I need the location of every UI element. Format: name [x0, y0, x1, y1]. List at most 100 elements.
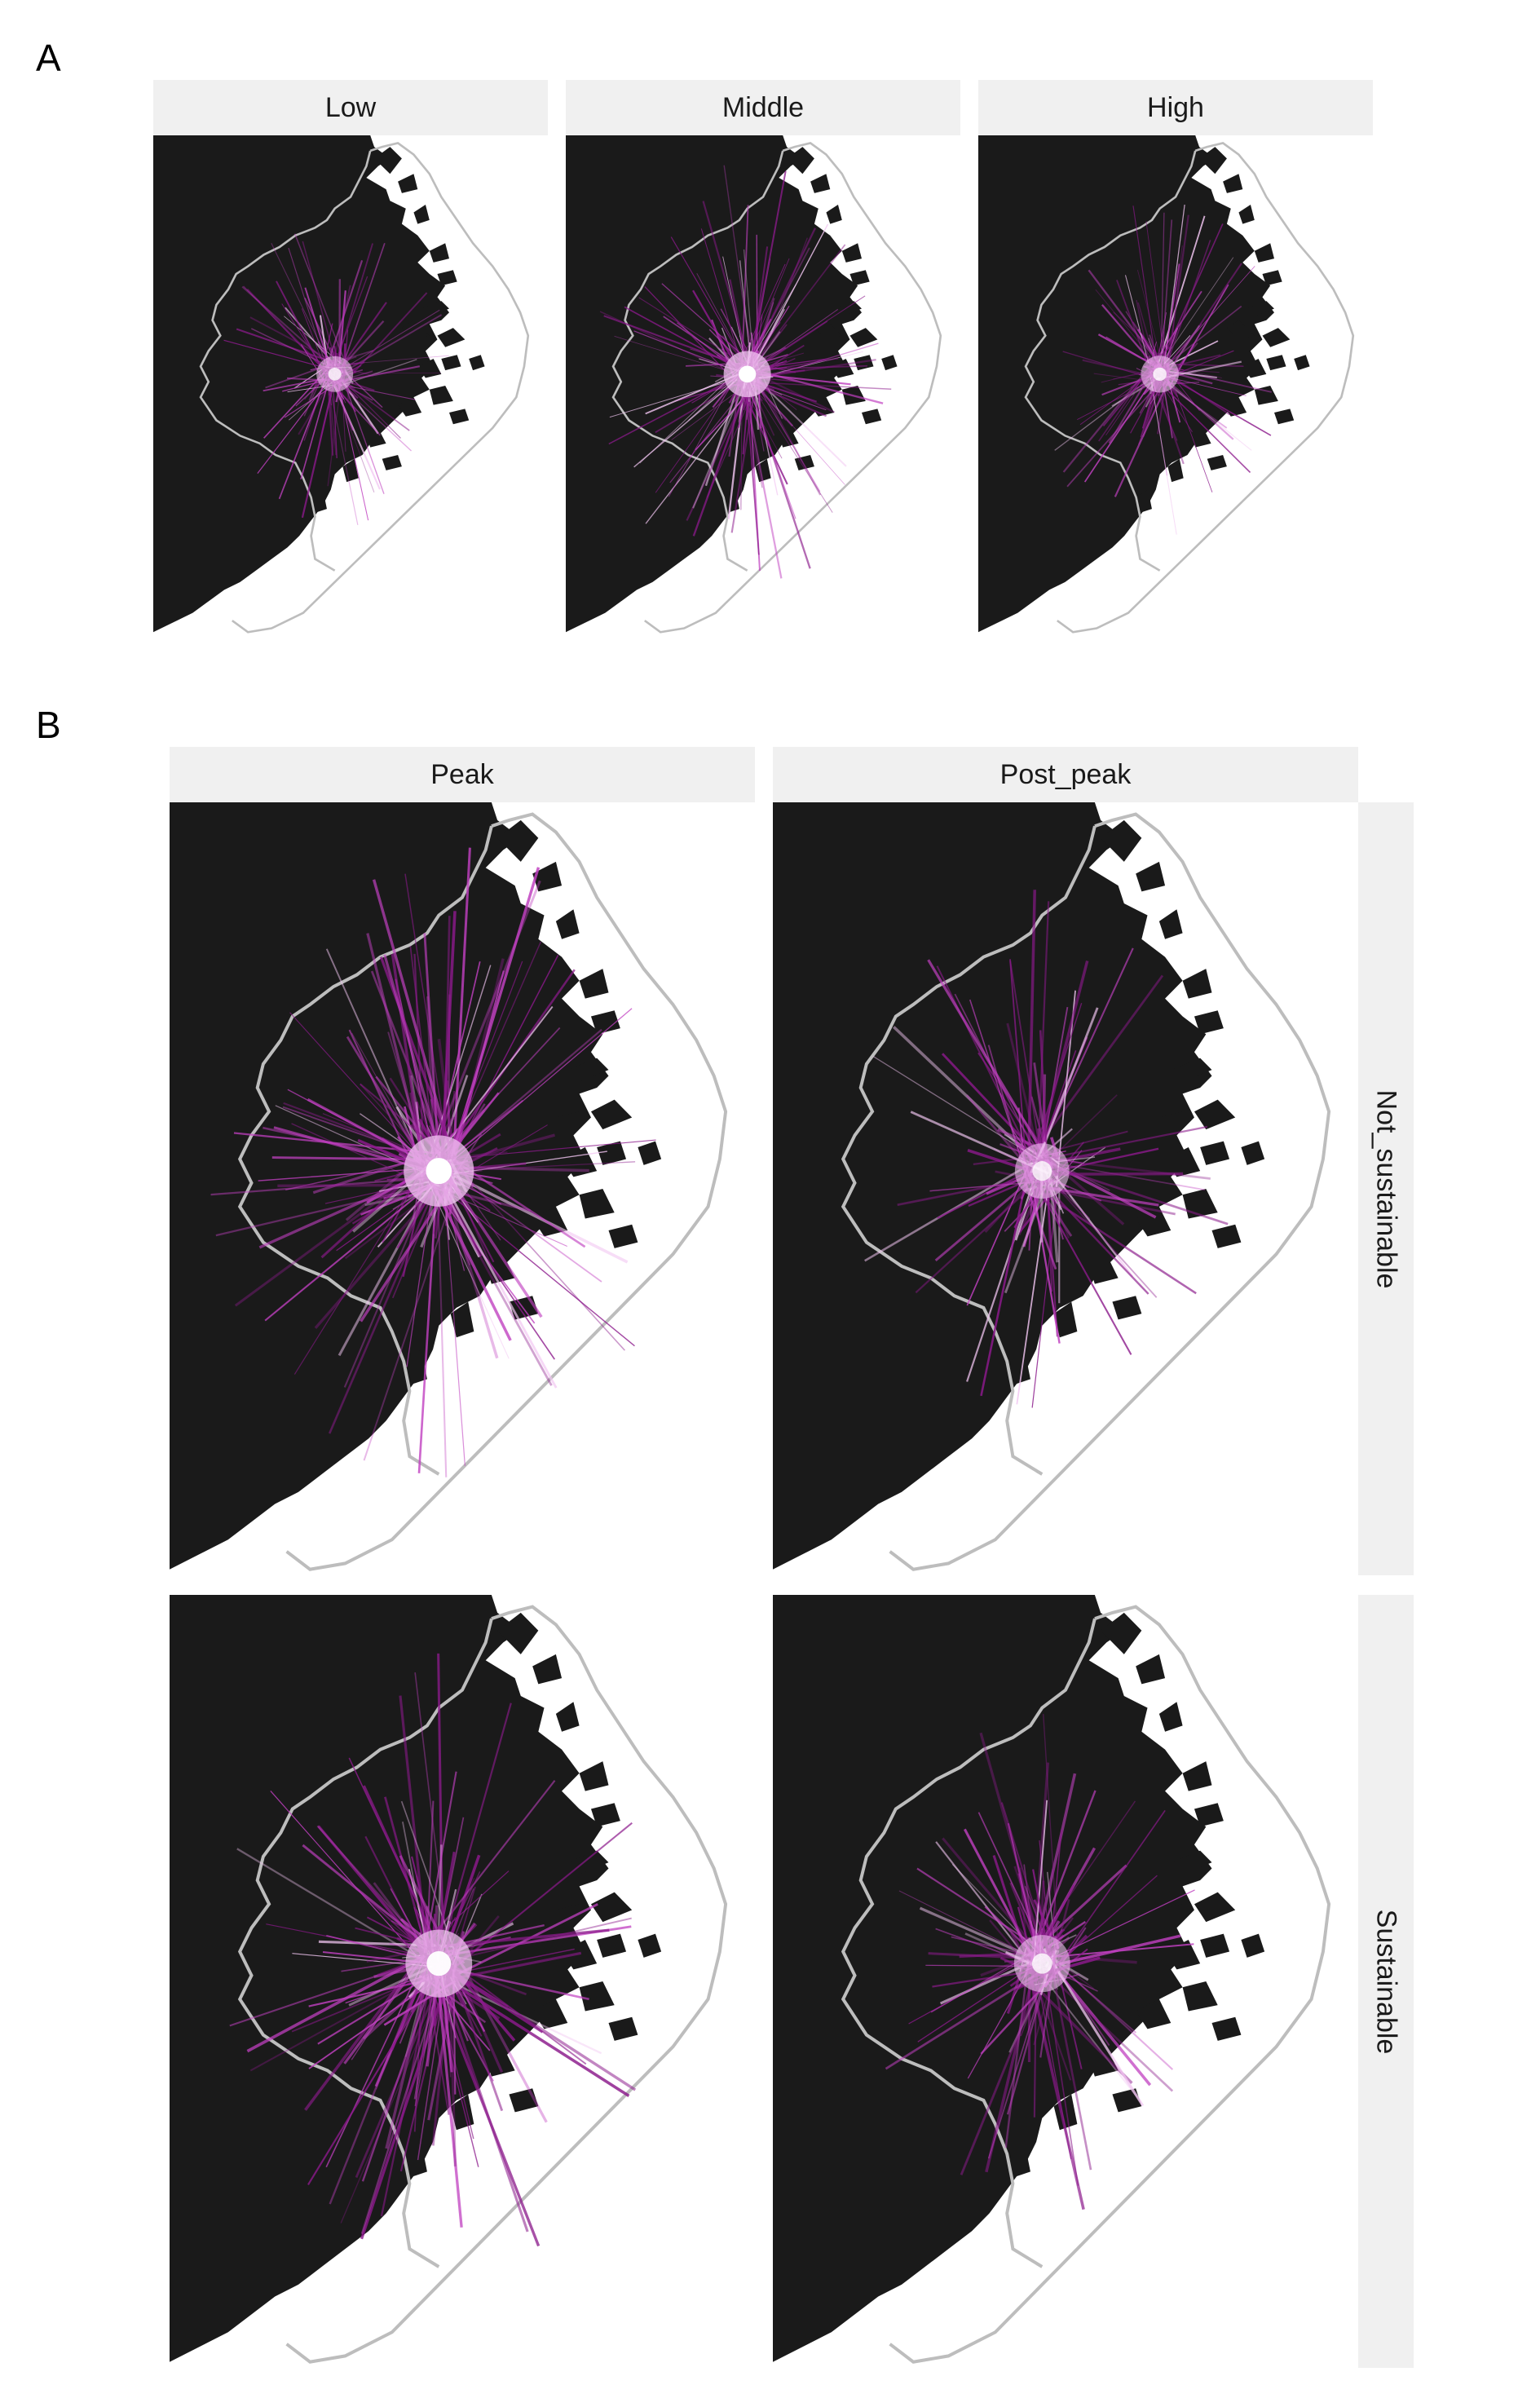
island [1194, 1010, 1224, 1035]
maritime-boundary [285, 812, 728, 1571]
facet-strip-not-sustainable: Not_sustainable [1358, 802, 1414, 1575]
flow-line [739, 263, 786, 366]
flow-line [1049, 1179, 1158, 1298]
island [590, 1892, 633, 1923]
flow-line [304, 1951, 425, 2111]
island [862, 409, 882, 425]
island [1171, 1850, 1212, 1875]
flow-line [406, 1173, 436, 1367]
hub-core [426, 1950, 452, 1976]
flow-line [451, 1917, 632, 1961]
flow-line [1027, 890, 1036, 1159]
flow-line [340, 359, 417, 386]
island [398, 174, 418, 193]
island [1242, 358, 1267, 378]
flow-line [1158, 257, 1234, 369]
flow-line [1052, 1172, 1184, 1176]
flow-line [384, 1796, 429, 1953]
island [1182, 1761, 1212, 1791]
flow-line [325, 1953, 428, 2168]
flow-line [751, 295, 866, 371]
mainland [170, 802, 609, 1570]
flow-line [644, 286, 738, 384]
flow-line [1077, 380, 1153, 420]
island [1247, 301, 1274, 316]
island [413, 205, 430, 224]
hub-core [1031, 1953, 1052, 1974]
flow-line [366, 933, 424, 1156]
island [1223, 174, 1243, 193]
flow-line [1040, 1974, 1141, 2102]
island [1200, 1141, 1230, 1165]
flow-line [340, 1973, 448, 2224]
flow-line [1114, 381, 1169, 497]
island [509, 2088, 539, 2113]
flow-line [335, 382, 416, 400]
flow-line [278, 374, 329, 500]
island [826, 205, 842, 224]
island [1136, 1206, 1172, 1237]
flow-line [338, 302, 387, 372]
flow-line [1149, 377, 1177, 535]
map-svg [773, 802, 1358, 1575]
flow-line [1059, 1934, 1181, 1966]
flow-line [429, 1969, 541, 2247]
panel-label-b: B [36, 704, 61, 746]
flow-line [363, 1785, 441, 1951]
flow-line [1066, 374, 1167, 488]
flow-line [336, 1187, 425, 1252]
flow-line [291, 1123, 426, 1186]
flow-line [444, 1168, 602, 1283]
flow-line [428, 1181, 510, 1359]
flow-line [1132, 205, 1160, 385]
flow-line [1038, 1186, 1176, 1216]
island [1088, 1254, 1119, 1284]
flow-line [1165, 240, 1211, 367]
island [638, 1141, 662, 1165]
flow-line [293, 233, 347, 366]
island [311, 489, 327, 513]
flow-line [1034, 1962, 1072, 2160]
island [1262, 270, 1282, 286]
island [1141, 1088, 1183, 1118]
maritime-boundary [889, 1605, 1331, 2364]
flow-lines [229, 1653, 637, 2247]
flow-line [385, 1978, 429, 2149]
flow-line [1032, 961, 1089, 1168]
flow-line [748, 284, 796, 364]
flow-line [1029, 1976, 1085, 2210]
flow-line [1062, 362, 1154, 473]
island [849, 270, 870, 286]
island [450, 2094, 474, 2131]
flow-line [236, 328, 338, 364]
flow-line [1039, 1840, 1051, 1950]
island [567, 1850, 609, 1875]
flow-line [744, 244, 846, 376]
island [579, 969, 609, 999]
island [1158, 909, 1183, 939]
island [834, 301, 862, 316]
flow-line [210, 1176, 442, 1196]
facet-strip-low: Low [153, 80, 548, 135]
flow-line [346, 1036, 423, 1161]
island [417, 358, 442, 378]
hub-core [1032, 1161, 1052, 1181]
flow-line [951, 1863, 1039, 1954]
country-border [841, 825, 1097, 1476]
hub-core [1153, 367, 1167, 381]
flow-line [276, 280, 328, 378]
flow-line [692, 370, 754, 537]
flow-line [446, 1928, 610, 1947]
flow-line [1033, 1179, 1132, 1355]
flow-line [437, 1180, 553, 1386]
flow-line [328, 1159, 448, 1434]
flow-line [1052, 1973, 1092, 2171]
flow-lines [885, 1714, 1195, 2210]
flow-line [448, 1155, 625, 1351]
flow-line [325, 259, 364, 368]
island [421, 301, 449, 316]
island [1274, 409, 1295, 425]
hub-core [738, 365, 757, 383]
flow-line [399, 1695, 430, 1968]
island [1007, 1349, 1030, 1385]
